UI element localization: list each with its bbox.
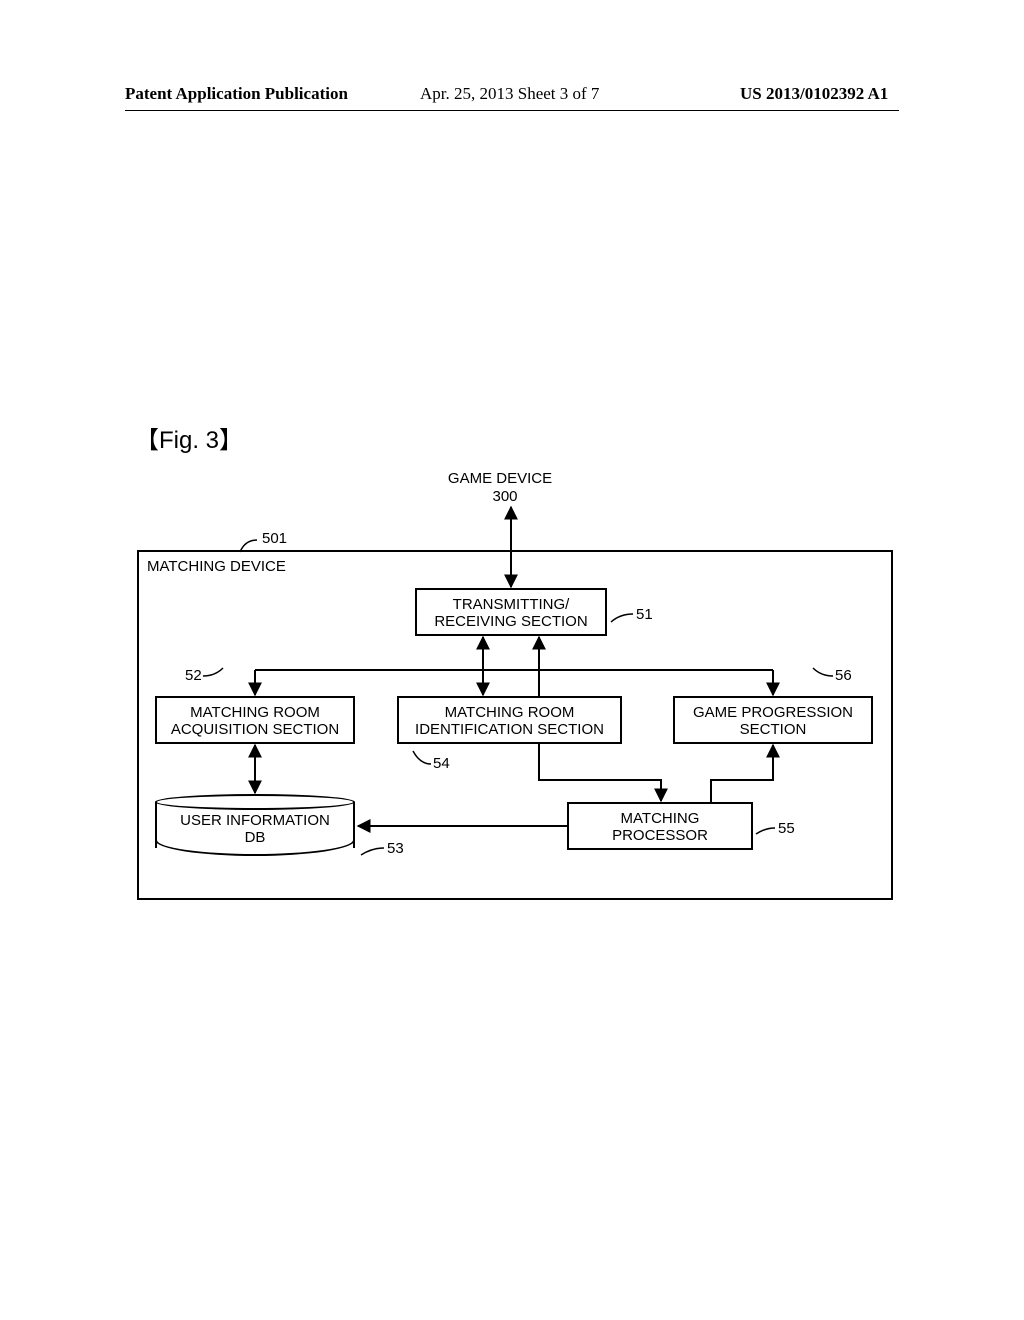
publication-type: Patent Application Publication <box>125 84 348 104</box>
figure-label: 【Fig. 3】 <box>135 420 243 455</box>
diagram-arrows <box>135 470 895 910</box>
header-divider <box>125 110 899 111</box>
figure-3-diagram: GAME DEVICE 300 MATCHING DEVICE 501 TRAN… <box>135 470 895 910</box>
publication-number: US 2013/0102392 A1 <box>740 84 888 104</box>
publication-date-sheet: Apr. 25, 2013 Sheet 3 of 7 <box>420 84 599 104</box>
page: Patent Application Publication Apr. 25, … <box>0 0 1024 1320</box>
